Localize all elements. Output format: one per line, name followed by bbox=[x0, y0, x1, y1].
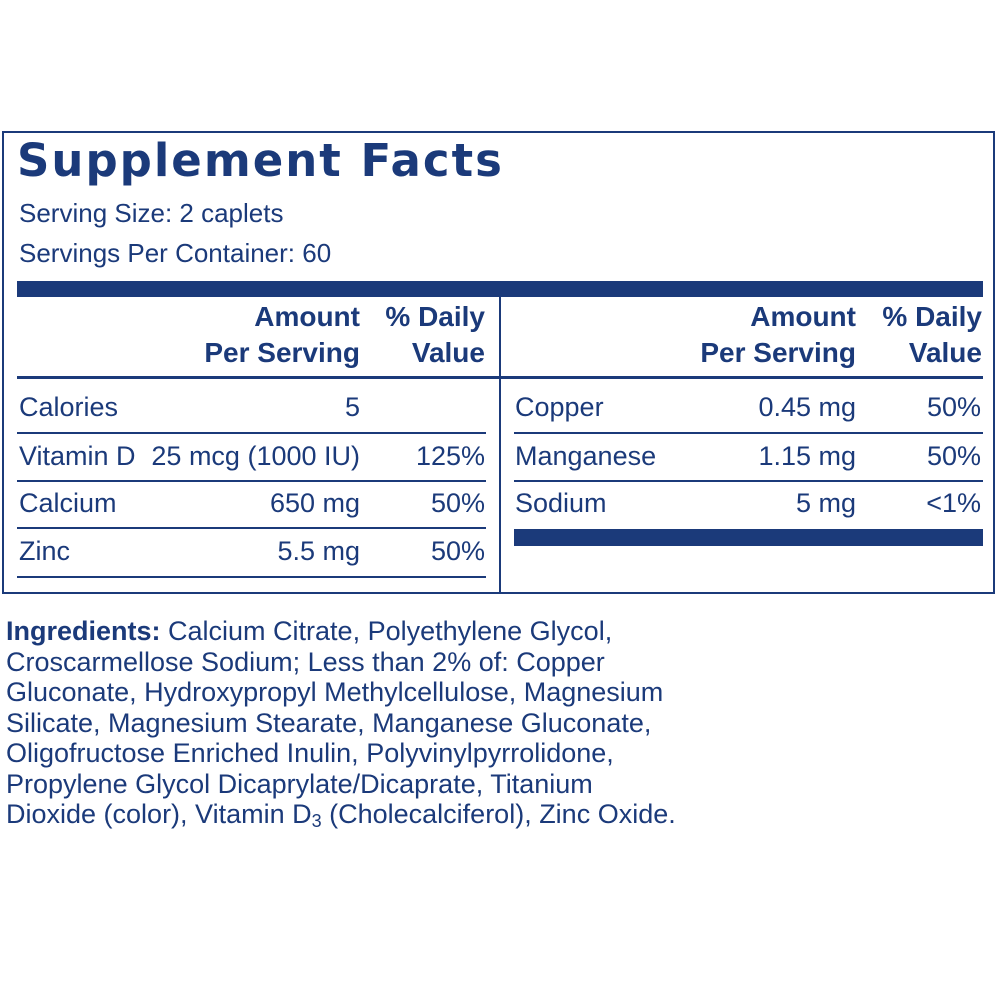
amount-header-left: Amount Per Serving bbox=[170, 299, 360, 371]
nutrient-dv: 50% bbox=[430, 488, 485, 518]
nutrient-name: Calcium bbox=[19, 488, 117, 518]
nutrient-name: Sodium bbox=[515, 488, 607, 518]
ingredients-text: (Cholecalciferol), Zinc Oxide. bbox=[321, 799, 676, 829]
thick-divider bbox=[17, 281, 983, 297]
dv-header-line2: Value bbox=[908, 337, 982, 368]
nutrient-dv: 125% bbox=[415, 441, 485, 471]
ingredients-line: Croscarmellose Sodium; Less than 2% of: … bbox=[6, 646, 605, 677]
subscript-three: 3 bbox=[311, 811, 322, 831]
ingredients-line: Gluconate, Hydroxypropyl Methylcellulose… bbox=[6, 677, 664, 707]
ingredients-line: Oligofructose Enriched Inulin, Polyvinyl… bbox=[6, 738, 614, 768]
row-rule bbox=[17, 527, 486, 529]
nutrient-dv: 50% bbox=[926, 392, 981, 422]
header-rule-right bbox=[501, 376, 983, 379]
dv-header-line2: Value bbox=[411, 337, 485, 368]
nutrient-name: Zinc bbox=[19, 536, 71, 566]
serving-size: Serving Size: 2 caplets bbox=[19, 198, 284, 228]
dv-header-line1: % Daily bbox=[385, 301, 485, 332]
amount-header-line2: Per Serving bbox=[204, 337, 360, 368]
supplement-facts-panel bbox=[2, 131, 995, 594]
row-rule bbox=[17, 576, 486, 578]
nutrient-dv: 50% bbox=[430, 536, 485, 566]
ingredients-block: Ingredients: Calcium Citrate, Polyethyle… bbox=[6, 616, 766, 830]
table-end-bar bbox=[514, 529, 983, 546]
amount-header-line1: Amount bbox=[750, 301, 856, 332]
row-rule bbox=[514, 432, 983, 434]
header-rule-left bbox=[17, 376, 499, 379]
nutrient-amount: 650 mg bbox=[269, 488, 360, 518]
ingredients-line: Dioxide (color), Vitamin D3 (Cholecalcif… bbox=[6, 799, 766, 830]
nutrient-name: Vitamin D bbox=[19, 441, 136, 471]
row-rule bbox=[17, 432, 486, 434]
row-rule bbox=[17, 480, 486, 482]
nutrient-amount: 0.45 mg bbox=[758, 392, 856, 422]
nutrient-dv: <1% bbox=[926, 488, 981, 518]
dv-header-left: % Daily Value bbox=[365, 299, 485, 371]
nutrient-dv: 50% bbox=[926, 441, 981, 471]
ingredients-line: Ingredients: Calcium Citrate, Polyethyle… bbox=[6, 616, 766, 647]
ingredients-text: Dioxide (color), Vitamin D bbox=[6, 799, 312, 829]
nutrient-name: Manganese bbox=[515, 441, 657, 471]
nutrient-name: Calories bbox=[19, 392, 119, 422]
dv-header-line1: % Daily bbox=[882, 301, 982, 332]
nutrient-amount: 25 mcg (1000 IU) bbox=[151, 441, 360, 471]
servings-per-container: Servings Per Container: 60 bbox=[19, 238, 332, 268]
amount-header-line1: Amount bbox=[254, 301, 360, 332]
nutrient-amount: 1.15 mg bbox=[758, 441, 856, 471]
amount-header-right: Amount Per Serving bbox=[666, 299, 856, 371]
nutrient-amount: 5 bbox=[344, 392, 360, 422]
ingredients-heading: Ingredients: bbox=[6, 616, 161, 646]
ingredients-text: Calcium Citrate, Polyethylene Glycol, bbox=[168, 616, 613, 646]
ingredients-line: Silicate, Magnesium Stearate, Manganese … bbox=[6, 707, 652, 738]
label-title: Supplement Facts bbox=[17, 134, 504, 187]
nutrient-name: Copper bbox=[515, 392, 604, 422]
nutrient-amount: 5.5 mg bbox=[277, 536, 360, 566]
ingredients-line: Propylene Glycol Dicaprylate/Dicaprate, … bbox=[6, 768, 593, 799]
column-divider bbox=[499, 297, 501, 594]
dv-header-right: % Daily Value bbox=[862, 299, 982, 371]
amount-header-line2: Per Serving bbox=[700, 337, 856, 368]
nutrient-amount: 5 mg bbox=[795, 488, 856, 518]
row-rule bbox=[514, 480, 983, 482]
